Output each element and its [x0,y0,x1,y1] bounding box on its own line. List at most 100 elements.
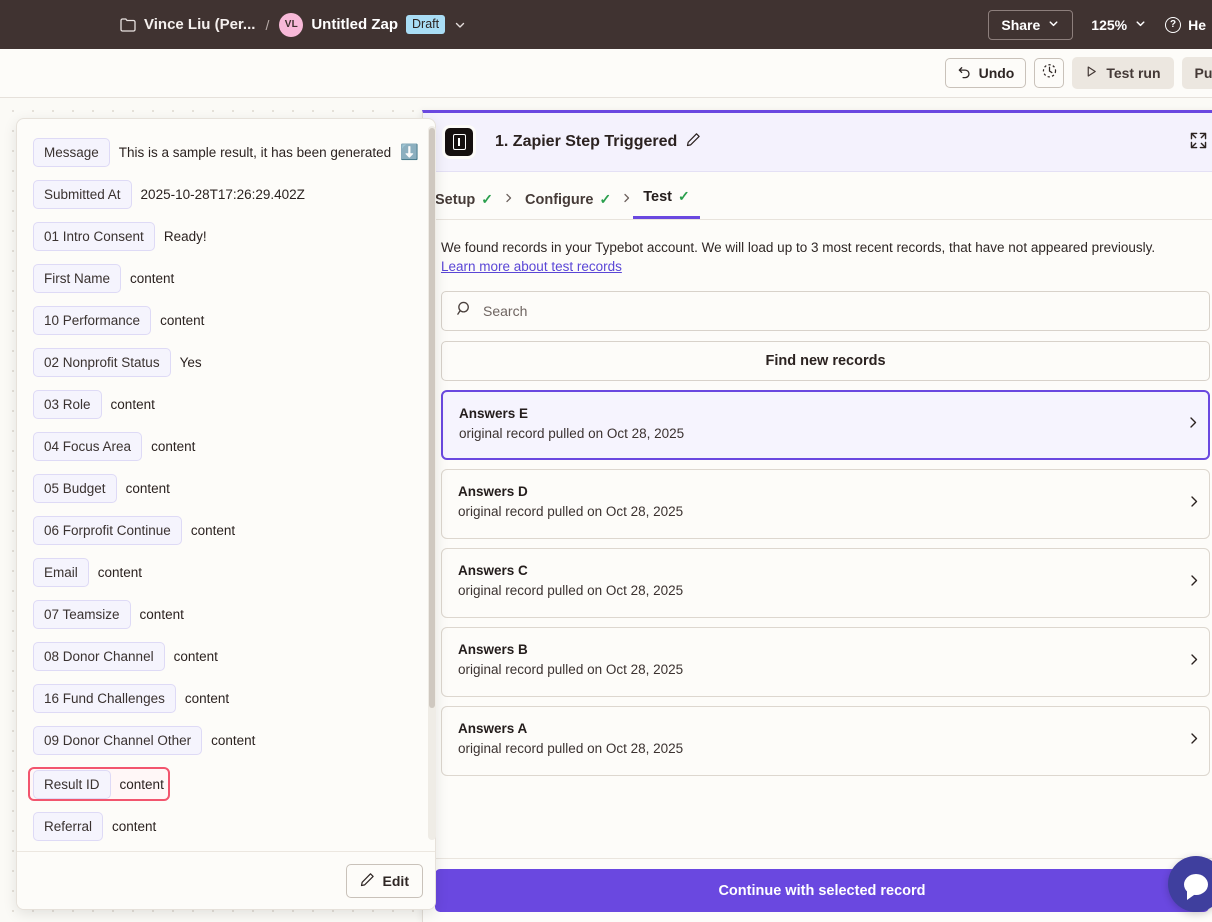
breadcrumb: Vince Liu (Per... / VL Untitled Zap Draf… [120,0,467,49]
chat-support-button[interactable] [1168,856,1212,912]
field-row-result-id-highlighted[interactable]: Result ID content [28,767,170,801]
field-row[interactable]: 05 Budget content [33,473,435,503]
field-row[interactable]: Email content [33,557,435,587]
field-row[interactable]: 16 Fund Challenges content [33,683,435,713]
field-value: content [130,270,175,286]
chevron-down-icon [1134,17,1147,33]
tab-configure[interactable]: Configure ✓ [515,191,621,219]
check-icon: ✓ [677,188,690,204]
avatar[interactable]: VL [279,12,304,37]
zap-title[interactable]: Untitled Zap [311,16,398,33]
field-row[interactable]: 02 Nonprofit Status Yes [33,347,435,377]
top-bar-actions: Share 125% ? He [988,0,1212,49]
help-button[interactable]: ? He [1165,16,1206,33]
question-mark-icon: ? [1165,16,1182,33]
page-title: 1. Zapier Step Triggered [495,133,678,150]
check-icon: ✓ [481,191,494,207]
field-row[interactable]: 06 Forprofit Continue content [33,515,435,545]
field-row[interactable]: First Name content [33,263,435,293]
field-row[interactable]: 01 Intro Consent Ready! [33,221,435,251]
learn-more-link[interactable]: Learn more about test records [441,258,622,274]
field-row[interactable]: 09 Donor Channel Other content [33,725,435,755]
record-title: Answers B [458,641,528,657]
chevron-right-icon [1189,494,1200,514]
test-run-label: Test run [1106,65,1161,81]
zoom-level: 125% [1091,16,1128,33]
folder-icon [120,17,136,32]
step-tabs: Setup ✓ Configure ✓ Test ✓ [423,172,1212,220]
field-row[interactable]: Submitted At 2025-10-28T17:26:29.402Z [33,179,435,209]
expand-icon[interactable] [1189,131,1208,155]
record-row-answers-e[interactable]: Answers E original record pulled on Oct … [441,389,1210,460]
record-subtitle: original record pulled on Oct 28, 2025 [458,661,684,677]
tab-separator [503,191,515,219]
test-run-button[interactable]: Test run [1072,57,1174,89]
field-row[interactable]: 08 Donor Channel content [33,641,435,671]
play-icon [1085,65,1098,81]
find-new-records-button[interactable]: Find new records [441,340,1210,381]
edit-button[interactable]: Edit [345,863,423,898]
download-arrow-icon: ⬇️ [400,144,419,161]
publish-button[interactable]: Pub [1181,57,1212,89]
share-label: Share [1001,16,1041,33]
continue-with-selected-record-button[interactable]: Continue with selected record [435,869,1209,912]
field-key: 09 Donor Channel Other [33,725,203,755]
field-key: Email [33,557,89,587]
field-row[interactable]: 03 Role content [33,389,435,419]
left-panel-scrollbar-thumb[interactable] [429,128,435,708]
find-new-records-label: Find new records [765,352,886,369]
record-subtitle: original record pulled on Oct 28, 2025 [458,582,684,598]
top-bar: Vince Liu (Per... / VL Untitled Zap Draf… [0,0,1212,49]
undo-button[interactable]: Undo [944,58,1027,88]
field-row[interactable]: 10 Performance content [33,305,435,335]
field-row[interactable]: Message This is a sample result, it has … [33,137,435,167]
record-row-answers-c[interactable]: Answers C original record pulled on Oct … [441,547,1210,618]
field-key: Submitted At [33,179,132,209]
record-row-answers-b[interactable]: Answers B original record pulled on Oct … [441,626,1210,697]
sample-data-panel: Message This is a sample result, it has … [16,118,436,910]
field-list: Message This is a sample result, it has … [17,119,435,854]
field-key: 01 Intro Consent [33,221,155,251]
chevron-right-icon [1188,415,1199,435]
field-value: Yes [179,354,202,370]
publish-label: Pub [1194,65,1212,81]
tab-test[interactable]: Test ✓ [633,188,700,219]
record-subtitle: original record pulled on Oct 28, 2025 [458,740,684,756]
field-value: content [173,648,218,664]
field-key: 10 Performance [33,305,152,335]
record-row-answers-a[interactable]: Answers A original record pulled on Oct … [441,705,1210,776]
share-button[interactable]: Share [988,9,1074,40]
field-value: content [119,776,164,792]
editor-toolbar: Undo Test run Pub [0,49,1212,98]
undo-arrow-icon [957,64,972,82]
search-input[interactable]: Search [441,290,1210,331]
zoom-control[interactable]: 125% [1091,17,1147,33]
field-value: content [184,690,230,706]
field-row[interactable]: 04 Focus Area content [33,431,435,461]
record-row-answers-d[interactable]: Answers D original record pulled on Oct … [441,468,1210,539]
field-row[interactable]: Referral content [33,811,435,841]
chevron-down-icon [1047,17,1060,33]
step-panel-header: 1. Zapier Step Triggered [423,113,1212,172]
tab-setup[interactable]: Setup ✓ [425,191,503,219]
record-subtitle: original record pulled on Oct 28, 2025 [458,503,684,519]
record-title: Answers A [458,720,528,736]
workspace-name[interactable]: Vince Liu (Per... [144,16,256,33]
chevron-down-icon[interactable] [453,18,467,32]
panel-footer: Continue with selected record [423,858,1212,922]
field-row[interactable]: 07 Teamsize content [33,599,435,629]
cta-label: Continue with selected record [718,882,926,899]
field-value: content [112,818,157,834]
pencil-icon[interactable] [686,132,701,152]
history-clock-icon [1041,62,1058,84]
version-history-button[interactable] [1034,58,1065,88]
field-value: content [190,522,236,538]
field-key: Result ID [33,769,111,799]
field-value: content [97,564,143,580]
field-key: 06 Forprofit Continue [33,515,182,545]
check-icon: ✓ [599,191,612,207]
chevron-right-icon [1189,573,1200,593]
field-key: Referral [33,811,104,841]
record-subtitle: original record pulled on Oct 28, 2025 [459,425,685,441]
